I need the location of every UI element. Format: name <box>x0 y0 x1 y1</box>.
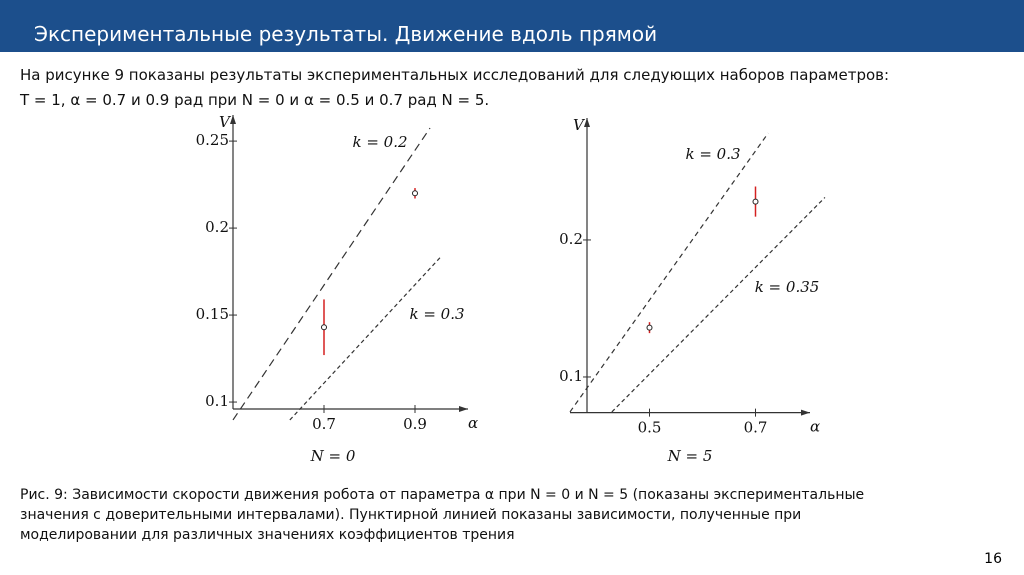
x-tick-label: 0.7 <box>312 415 336 433</box>
data-point <box>412 190 418 197</box>
y-tick-label: 0.2 <box>559 230 583 248</box>
caption-line: моделировании для различных значениях ко… <box>20 527 515 543</box>
data-point <box>646 324 653 331</box>
caption-line: значения с доверительными интервалами). … <box>20 507 802 523</box>
x-tick-label: 0.5 <box>638 419 662 437</box>
model-line <box>232 127 431 421</box>
line-label: k = 0.2 <box>352 133 407 151</box>
line-label: k = 0.3 <box>409 305 464 323</box>
x-axis-arrow <box>801 409 810 416</box>
y-axis-label: V <box>573 116 586 134</box>
x-axis-arrow <box>459 406 468 412</box>
y-axis-arrow <box>584 118 590 127</box>
line-label: k = 0.3 <box>685 145 740 163</box>
y-tick-label: 0.1 <box>559 367 583 385</box>
x-tick-label: 0.9 <box>403 415 427 433</box>
page-number: 16 <box>984 551 1002 567</box>
model-line <box>611 197 826 413</box>
model-line <box>569 132 769 413</box>
model-line <box>289 257 441 421</box>
chart-subtitle: N = 5 <box>667 447 713 465</box>
chart-subtitle: N = 0 <box>310 447 356 465</box>
y-tick-label: 0.1 <box>205 392 229 410</box>
data-point <box>752 198 759 205</box>
y-tick-label: 0.15 <box>196 305 229 323</box>
line-label: k = 0.35 <box>755 278 820 296</box>
y-axis-arrow <box>230 115 236 124</box>
caption-line: Рис. 9: Зависимости скорости движения ро… <box>20 487 865 503</box>
slide-title: Экспериментальные результаты. Движение в… <box>34 22 658 46</box>
y-tick-label: 0.25 <box>196 131 229 149</box>
header: Экспериментальные результаты. Движение в… <box>0 0 1024 52</box>
y-tick-label: 0.2 <box>205 218 229 236</box>
x-tick-label: 0.7 <box>744 419 768 437</box>
intro-line: На рисунке 9 показаны результаты экспери… <box>20 66 890 84</box>
intro-line: T = 1, α = 0.7 и 0.9 рад при N = 0 и α =… <box>20 91 490 109</box>
y-axis-label: V <box>219 113 232 131</box>
data-point <box>321 324 327 331</box>
x-axis-label: α <box>810 418 820 436</box>
x-axis-label: α <box>468 414 478 432</box>
